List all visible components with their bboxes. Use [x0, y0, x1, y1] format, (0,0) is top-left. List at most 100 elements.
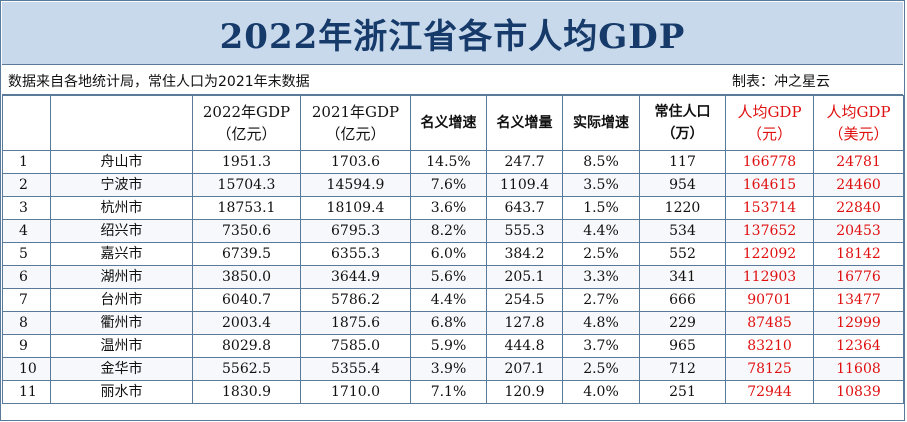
cell-city: 宁波市: [50, 173, 193, 197]
cell-per-capita-usd: 18142: [813, 242, 904, 266]
cell-rank: 2: [2, 173, 51, 197]
header-per-capita-usd-line2: （美元）: [828, 125, 889, 143]
cell-gdp-2021: 1703.6: [300, 150, 411, 174]
cell-nominal-increase: 643.7: [486, 196, 563, 220]
note-row: 数据来自各地统计局，常住人口为2021年末数据 制表：冲之星云: [2, 65, 903, 95]
cell-real-growth: 4.4%: [562, 219, 640, 243]
table-title: 2022年浙江省各市人均GDP: [2, 2, 903, 65]
cell-nominal-growth: 5.6%: [410, 265, 487, 289]
header-gdp-2021-line2: （亿元）: [325, 125, 386, 143]
cell-real-growth: 4.8%: [562, 311, 640, 335]
cell-population: 965: [639, 334, 726, 358]
table-row: 6 湖州市 3850.0 3644.9 5.6% 205.1 3.3% 341 112903 16…: [2, 265, 904, 289]
cell-gdp-2021: 6795.3: [300, 219, 411, 243]
table-body: 1 舟山市 1951.3 1703.6 14.5% 247.7 8.5% 117 166778 2…: [2, 150, 904, 404]
cell-nominal-growth: 7.1%: [410, 380, 487, 404]
cell-nominal-increase: 1109.4: [486, 173, 563, 197]
cell-gdp-2021: 1710.0: [300, 380, 411, 404]
cell-real-growth: 2.5%: [562, 242, 640, 266]
cell-gdp-2021: 5786.2: [300, 288, 411, 312]
cell-gdp-2022: 2003.4: [192, 311, 301, 335]
cell-population: 251: [639, 380, 726, 404]
gdp-table: 2022年GDP （亿元） 2021年GDP （亿元） 名义增速 名义增量 实际…: [2, 95, 904, 404]
cell-gdp-2022: 3850.0: [192, 265, 301, 289]
cell-nominal-growth: 6.0%: [410, 242, 487, 266]
cell-nominal-growth: 14.5%: [410, 150, 487, 174]
cell-real-growth: 8.5%: [562, 150, 640, 174]
table-row: 10 金华市 5562.5 5355.4 3.9% 207.1 2.5% 712 78125 11…: [2, 357, 904, 381]
header-population-line1: 常住人口: [654, 104, 711, 120]
cell-rank: 4: [2, 219, 51, 243]
cell-real-growth: 2.7%: [562, 288, 640, 312]
cell-rank: 7: [2, 288, 51, 312]
cell-per-capita-usd: 24781: [813, 150, 904, 174]
cell-per-capita-cny: 87485: [725, 311, 814, 335]
cell-population: 954: [639, 173, 726, 197]
header-nominal-growth: 名义增速: [410, 95, 487, 151]
table-row: 4 绍兴市 7350.6 6795.3 8.2% 555.3 4.4% 534 137652 20…: [2, 219, 904, 243]
cell-nominal-growth: 4.4%: [410, 288, 487, 312]
cell-nominal-growth: 5.9%: [410, 334, 487, 358]
header-population: 常住人口 （万）: [639, 95, 726, 151]
header-no: [2, 95, 51, 151]
header-per-capita-usd: 人均GDP （美元）: [813, 95, 904, 151]
source-note: 数据来自各地统计局，常住人口为2021年末数据: [8, 74, 310, 90]
table-row: 9 温州市 8029.8 7585.0 5.9% 444.8 3.7% 965 83210 123…: [2, 334, 904, 358]
cell-nominal-increase: 555.3: [486, 219, 563, 243]
cell-population: 341: [639, 265, 726, 289]
cell-population: 552: [639, 242, 726, 266]
cell-real-growth: 3.7%: [562, 334, 640, 358]
header-city: [50, 95, 193, 151]
header-per-capita-cny-line1: 人均GDP: [737, 103, 802, 121]
cell-per-capita-cny: 153714: [725, 196, 814, 220]
cell-gdp-2021: 5355.4: [300, 357, 411, 381]
cell-per-capita-cny: 90701: [725, 288, 814, 312]
cell-city: 金华市: [50, 357, 193, 381]
cell-per-capita-cny: 122092: [725, 242, 814, 266]
cell-per-capita-cny: 83210: [725, 334, 814, 358]
cell-nominal-increase: 205.1: [486, 265, 563, 289]
cell-city: 舟山市: [50, 150, 193, 174]
cell-gdp-2022: 6739.5: [192, 242, 301, 266]
cell-real-growth: 3.3%: [562, 265, 640, 289]
header-gdp-2022: 2022年GDP （亿元）: [192, 95, 301, 151]
cell-rank: 1: [2, 150, 51, 174]
header-gdp-2021: 2021年GDP （亿元）: [300, 95, 411, 151]
cell-gdp-2022: 6040.7: [192, 288, 301, 312]
header-row: 2022年GDP （亿元） 2021年GDP （亿元） 名义增速 名义增量 实际…: [2, 95, 904, 151]
cell-per-capita-cny: 166778: [725, 150, 814, 174]
table-row: 8 衢州市 2003.4 1875.6 6.8% 127.8 4.8% 229 87485 129…: [2, 311, 904, 335]
cell-per-capita-cny: 164615: [725, 173, 814, 197]
cell-gdp-2022: 5562.5: [192, 357, 301, 381]
cell-rank: 8: [2, 311, 51, 335]
cell-per-capita-usd: 10839: [813, 380, 904, 404]
cell-nominal-growth: 3.9%: [410, 357, 487, 381]
cell-real-growth: 4.0%: [562, 380, 640, 404]
author-note: 制表：冲之星云: [732, 74, 830, 90]
cell-gdp-2021: 18109.4: [300, 196, 411, 220]
cell-nominal-growth: 6.8%: [410, 311, 487, 335]
cell-nominal-increase: 247.7: [486, 150, 563, 174]
cell-nominal-growth: 8.2%: [410, 219, 487, 243]
cell-population: 534: [639, 219, 726, 243]
cell-real-growth: 2.5%: [562, 357, 640, 381]
table-row: 11 丽水市 1830.9 1710.0 7.1% 120.9 4.0% 251 72944 10…: [2, 380, 904, 404]
cell-per-capita-usd: 13477: [813, 288, 904, 312]
cell-per-capita-usd: 24460: [813, 173, 904, 197]
cell-nominal-increase: 127.8: [486, 311, 563, 335]
cell-gdp-2022: 15704.3: [192, 173, 301, 197]
cell-city: 杭州市: [50, 196, 193, 220]
cell-population: 1220: [639, 196, 726, 220]
cell-nominal-growth: 7.6%: [410, 173, 487, 197]
cell-city: 绍兴市: [50, 219, 193, 243]
cell-population: 666: [639, 288, 726, 312]
cell-per-capita-cny: 72944: [725, 380, 814, 404]
cell-per-capita-usd: 12999: [813, 311, 904, 335]
cell-per-capita-cny: 78125: [725, 357, 814, 381]
cell-rank: 5: [2, 242, 51, 266]
cell-nominal-increase: 207.1: [486, 357, 563, 381]
cell-rank: 11: [2, 380, 51, 404]
cell-city: 湖州市: [50, 265, 193, 289]
cell-gdp-2021: 7585.0: [300, 334, 411, 358]
